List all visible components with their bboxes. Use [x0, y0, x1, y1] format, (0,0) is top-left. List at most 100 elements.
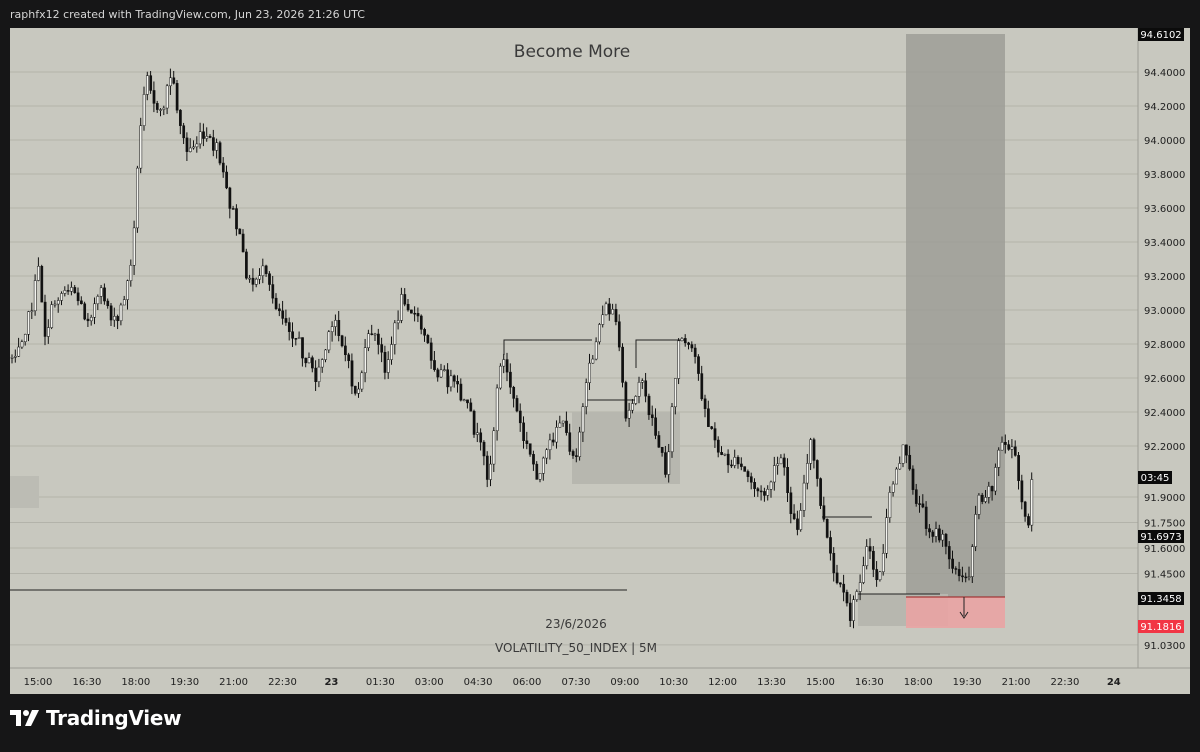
- candle-body: [878, 571, 882, 581]
- candle-body: [202, 131, 205, 139]
- candle-body: [185, 137, 189, 152]
- current-price-badge: 91.6973: [1138, 530, 1184, 543]
- candle-body: [839, 582, 842, 585]
- candle-body: [835, 572, 839, 584]
- candle-body: [977, 494, 981, 515]
- time-axis: 15:00 16:30 18:00 19:30 21:00 22:30 23 01:30 03:…: [10, 667, 1190, 688]
- candle-body: [1023, 501, 1027, 517]
- candle-body: [228, 187, 232, 209]
- candle-body: [769, 481, 773, 490]
- candle-body: [492, 430, 496, 465]
- candle-body: [103, 287, 106, 302]
- long-position-profit-zone[interactable]: [906, 34, 1005, 597]
- candle-body: [680, 338, 684, 342]
- candle-body: [14, 355, 17, 358]
- candle-body: [245, 251, 248, 279]
- price-chart[interactable]: Become More 23/6/2026 VOLATILITY_50_INDE…: [10, 28, 1190, 694]
- candle-body: [367, 333, 370, 348]
- candle-body: [660, 447, 664, 453]
- candle-body: [872, 550, 875, 570]
- candle-body: [495, 387, 499, 432]
- candle-body: [327, 331, 331, 351]
- symbol-label: VOLATILITY_50_INDEX | 5M: [495, 641, 657, 655]
- candle-body: [1017, 455, 1020, 481]
- stop-loss-zone[interactable]: [906, 597, 1005, 628]
- candle-body: [50, 304, 54, 328]
- candle-body: [746, 471, 750, 477]
- candle-body: [575, 455, 578, 457]
- candle-body: [502, 359, 506, 367]
- candle-body: [433, 360, 436, 370]
- candle-body: [353, 385, 357, 394]
- candle-body: [822, 505, 826, 520]
- candle-body: [386, 359, 390, 373]
- candle-body: [518, 410, 522, 424]
- candle-body: [858, 582, 862, 592]
- candle-body: [294, 338, 298, 340]
- tradingview-logo[interactable]: TradingView: [10, 706, 182, 730]
- candle-body: [162, 107, 166, 110]
- candle-body: [957, 569, 961, 577]
- candle-body: [499, 365, 502, 389]
- candle-body: [980, 494, 984, 502]
- candle-body: [89, 317, 93, 322]
- candle-body: [443, 369, 446, 371]
- chart-area[interactable]: Become More 23/6/2026 VOLATILITY_50_INDE…: [10, 28, 1190, 694]
- candle-body: [1004, 442, 1007, 445]
- candle-body: [845, 591, 849, 604]
- arrow-down-icon: [959, 611, 969, 619]
- range-box-2[interactable]: [635, 339, 684, 368]
- candle-body: [591, 358, 595, 364]
- candle-body: [334, 320, 337, 327]
- time-tick: 04:30: [464, 677, 493, 688]
- candle-body: [449, 375, 453, 388]
- candle-body: [868, 546, 872, 552]
- candle-body: [604, 303, 608, 316]
- candle-body: [601, 314, 605, 325]
- candle-body: [690, 344, 694, 349]
- candle-body: [720, 452, 723, 455]
- candle-body: [621, 346, 624, 383]
- candle-body: [489, 463, 492, 480]
- candle-body: [96, 296, 100, 305]
- candle-body: [347, 354, 351, 361]
- candle-body: [806, 463, 809, 484]
- candle-body: [281, 310, 285, 319]
- candle-body: [505, 359, 509, 373]
- candle-body: [172, 77, 176, 84]
- candle-body: [86, 318, 90, 322]
- time-tick: 18:00: [121, 677, 150, 688]
- candle-body: [212, 137, 215, 151]
- candle-body: [565, 420, 568, 433]
- price-tick: 93.2000: [1144, 272, 1185, 283]
- candle-body: [657, 435, 661, 448]
- candle-body: [895, 468, 898, 485]
- candle-body: [20, 341, 24, 348]
- candle-body: [641, 380, 644, 383]
- candle-body: [261, 265, 265, 276]
- candle-body: [63, 290, 67, 294]
- current-price-text: 91.6973: [1140, 532, 1181, 543]
- candle-body: [66, 290, 70, 292]
- price-tick: 92.4000: [1144, 408, 1185, 419]
- candle-body: [697, 356, 700, 374]
- candle-body: [792, 513, 796, 520]
- range-box-1[interactable]: [503, 339, 592, 355]
- candle-body: [967, 576, 971, 578]
- candle-body: [674, 378, 677, 408]
- time-tick: 01:30: [366, 677, 395, 688]
- candle-body: [80, 300, 83, 305]
- time-tick: 10:30: [659, 677, 688, 688]
- candle-body: [733, 457, 737, 466]
- candle-body: [188, 147, 192, 152]
- candle-body: [301, 337, 304, 359]
- candle-body: [825, 519, 829, 538]
- candle-body: [403, 294, 407, 305]
- candle-body: [634, 396, 638, 404]
- candle-body: [1020, 480, 1024, 503]
- candle-body: [875, 569, 879, 581]
- candle-body: [905, 444, 908, 456]
- countdown-badge: 03:45: [1138, 471, 1172, 484]
- time-tick: 19:30: [170, 677, 199, 688]
- price-tick: 91.0300: [1144, 641, 1185, 652]
